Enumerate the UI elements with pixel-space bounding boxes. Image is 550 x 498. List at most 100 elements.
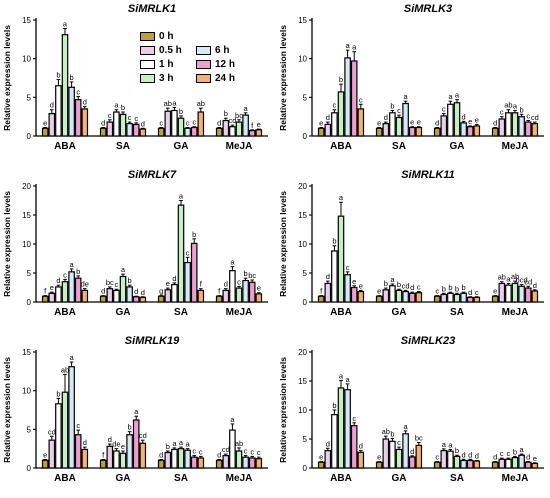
significance-letter: d (326, 439, 330, 448)
bar-simrlk23-ga-6h (402, 433, 409, 469)
bar-simrlk23-sa-24h (473, 460, 481, 469)
significance-letter: b (244, 269, 248, 278)
y-tick-label: 10 (298, 406, 307, 415)
legend-swatch-0h (140, 31, 155, 41)
legend-swatch-6h (196, 45, 211, 55)
significance-letter: e (377, 118, 381, 127)
y-tick-label: 10 (22, 55, 31, 64)
significance-letter: a (513, 101, 518, 110)
significance-letter: cd (48, 427, 56, 436)
y-tick-label: 15 (22, 211, 31, 220)
bar-simrlk7-sa-0h (157, 295, 165, 303)
bar-simrlk11-meja-3h (511, 282, 519, 303)
x-category-label: GA (116, 307, 131, 318)
bar-simrlk1-ga-24h (197, 111, 205, 137)
bar-simrlk11-ga-24h (415, 292, 423, 303)
y-tick-label: 5 (303, 93, 308, 102)
bar-simrlk3-sa-0.5h (382, 123, 390, 137)
significance-letter: b (128, 423, 132, 432)
chart-panel-simrlk23: SiMRLK23 Relative expression levels 0 5 10 15… (278, 334, 548, 496)
significance-letter: a (114, 101, 119, 110)
bar-simrlk7-aba-3h (61, 281, 69, 303)
y-tick-label: 15 (22, 16, 31, 25)
bar-simrlk3-sa-0h (375, 127, 383, 137)
y-tick-label: 5 (303, 435, 308, 444)
bar-simrlk1-sa-24h (139, 128, 147, 137)
bar-simrlk19-ga-12h (132, 419, 140, 469)
chart-panel-simrlk1: SiMRLK1 Relative expression levels 0 5 10 15 e… (2, 2, 272, 164)
significance-letter: f (320, 287, 323, 296)
significance-letter: d (101, 118, 105, 127)
bar-simrlk19-aba-0h (41, 459, 49, 469)
significance-letter: c (134, 114, 138, 123)
bar-simrlk19-sa-3h (177, 448, 185, 469)
legend-label-3h: 3 h (159, 72, 174, 84)
bar-simrlk23-ga-0h (375, 461, 383, 469)
significance-letter: a (63, 20, 68, 29)
y-tick-label: 10 (298, 55, 307, 64)
significance-letter: ab (197, 99, 205, 108)
significance-letter: c (76, 421, 80, 430)
significance-letter: b (455, 446, 459, 455)
bar-simrlk7-aba-24h (81, 289, 89, 303)
significance-letter: e (50, 283, 54, 292)
significance-letter: d (159, 450, 163, 459)
bar-simrlk3-aba-1h (331, 112, 338, 137)
bar-simrlk7-sa-0.5h (164, 289, 172, 303)
significance-letter: cd (402, 281, 410, 290)
significance-letter: d (326, 272, 330, 281)
y-tick-label: 10 (22, 240, 31, 249)
bar-simrlk3-ga-3h (453, 102, 461, 137)
bar-simrlk11-aba-12h (350, 286, 358, 303)
significance-letter: a (404, 92, 409, 101)
x-category-label: GA (392, 473, 407, 484)
significance-letter: c (500, 449, 504, 458)
significance-letter: c (435, 287, 439, 296)
significance-letter: a (244, 104, 249, 113)
significance-letter: a (339, 371, 344, 380)
bar-simrlk23-sa-0.5h (440, 449, 448, 469)
bar-simrlk11-aba-0h (317, 295, 325, 303)
y-tick-label: 20 (298, 348, 307, 357)
x-category-label: MeJA (226, 473, 253, 484)
bar-simrlk19-sa-0h (157, 459, 165, 469)
significance-letter: a (172, 98, 177, 107)
significance-letter: d (326, 113, 330, 122)
y-tick-label: 5 (27, 93, 32, 102)
significance-letter: c (526, 112, 530, 121)
bar-simrlk19-sa-12h (190, 456, 198, 469)
significance-letter: c (250, 447, 254, 456)
bar-simrlk7-meja-1h (229, 270, 236, 303)
significance-letter: a (390, 275, 395, 284)
significance-letter: e (319, 118, 323, 127)
bar-simrlk23-ga-0.5h (382, 438, 390, 469)
bar-simrlk3-aba-6h (344, 57, 351, 137)
bar-simrlk1-aba-0.5h (48, 112, 56, 137)
significance-letter: b (121, 103, 125, 112)
bar-simrlk23-meja-0.5h (498, 458, 506, 469)
bar-simrlk19-ga-0h (99, 459, 107, 469)
bar-simrlk3-aba-3h (337, 91, 345, 137)
bar-simrlk7-sa-3h (177, 204, 185, 303)
legend-swatch-24h (196, 73, 211, 83)
bar-simrlk11-sa-0h (433, 295, 441, 303)
y-tick-label: 10 (22, 387, 31, 396)
bar-simrlk23-meja-3h (511, 456, 519, 469)
bar-simrlk23-sa-1h (447, 450, 454, 469)
significance-letter: b (339, 75, 343, 84)
bar-simrlk3-sa-24h (415, 126, 423, 137)
bar-simrlk1-ga-6h (184, 127, 191, 137)
significance-letter: b (56, 71, 60, 80)
y-tick-label: 20 (22, 182, 31, 191)
bar-simrlk23-meja-1h (505, 458, 512, 469)
significance-letter: a (506, 274, 511, 283)
bar-simrlk23-ga-12h (408, 456, 416, 469)
significance-letter: d (224, 280, 228, 289)
significance-letter: b (332, 237, 336, 246)
significance-letter: e (359, 281, 363, 290)
legend-label-6h: 6 h (215, 44, 230, 56)
chart-panel-simrlk11: SiMRLK11 Relative expression levels 0 5 10 15… (278, 168, 548, 330)
y-tick-label: 0 (27, 298, 32, 307)
significance-letter: b (390, 101, 394, 110)
chart-title: SiMRLK19 (125, 335, 180, 347)
